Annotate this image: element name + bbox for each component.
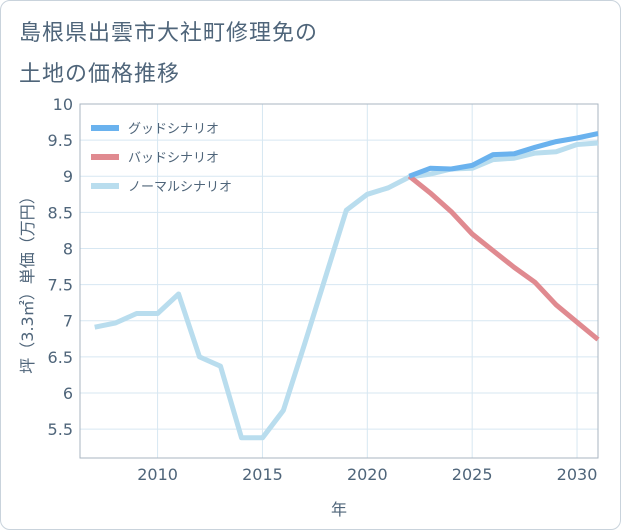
y-tick-label: 10 [53, 95, 73, 114]
legend-label-1: グッドシナリオ [128, 122, 219, 137]
y-axis-label: 坪（3.3㎡）単価（万円） [18, 188, 37, 373]
y-tick-label: 8 [63, 239, 73, 258]
y-tick-label: 6 [63, 384, 73, 403]
x-axis-label: 年 [331, 500, 347, 519]
chart-title-line-1: 島根県出雲市大社町修理免の [19, 21, 319, 46]
x-tick-label: 2020 [347, 465, 388, 484]
x-tick-label: 2015 [242, 465, 283, 484]
y-tick-label: 7 [63, 312, 73, 331]
chart-title-line-2: 土地の価格推移 [19, 62, 181, 87]
series-line-3 [94, 140, 599, 441]
y-tick-label: 8.5 [48, 203, 73, 222]
x-tick-label: 2010 [137, 465, 178, 484]
series-line-2 [407, 174, 600, 342]
y-tick-label: 6.5 [48, 348, 73, 367]
y-tick-label: 5.5 [48, 420, 73, 439]
legend-label-2: バッドシナリオ [128, 151, 219, 166]
plot-border [79, 103, 599, 459]
y-tick-label: 7.5 [48, 276, 73, 295]
series-line-1 [408, 131, 599, 179]
legend-label-3: ノーマルシナリオ [128, 180, 232, 195]
y-tick-label: 9.5 [48, 131, 73, 150]
plot-area [80, 104, 598, 458]
y-tick-label: 9 [63, 167, 73, 186]
x-tick-label: 2025 [452, 465, 493, 484]
x-tick-label: 2030 [557, 465, 598, 484]
